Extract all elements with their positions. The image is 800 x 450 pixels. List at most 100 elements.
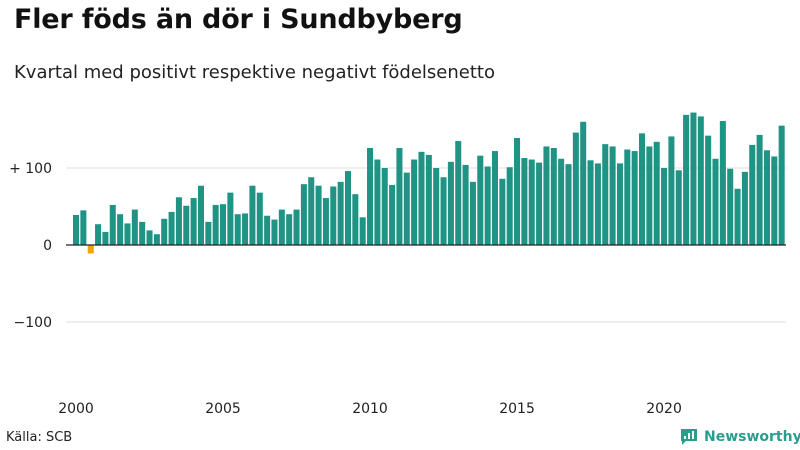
newsworthy-logo-icon xyxy=(681,429,697,445)
bar: 2010 K3: 100 xyxy=(381,168,388,245)
bar: 2000 K2: 45 xyxy=(80,210,87,245)
bar: 2020 K3: 97 xyxy=(675,170,682,245)
bar: 2023 K3: 123 xyxy=(763,150,770,245)
bar: 2005 K1: 53 xyxy=(220,204,227,245)
bar: 2002 K1: 46 xyxy=(131,209,138,245)
y-tick-label: 0 xyxy=(43,238,52,254)
x-tick-label: 2015 xyxy=(499,401,535,417)
bar: 2013 K2: 104 xyxy=(462,164,469,245)
bar: 2020 K2: 141 xyxy=(668,136,675,245)
bar: 2005 K3: 40 xyxy=(234,214,241,245)
bar: 2022 K4: 95 xyxy=(741,171,748,245)
bar: 2009 K4: 36 xyxy=(359,217,366,245)
bar: 2005 K2: 68 xyxy=(227,192,234,245)
chart-title: Fler föds än dör i Sundbyberg xyxy=(14,4,463,35)
bar: 2015 K3: 111 xyxy=(528,159,535,245)
bar: 2001 K1: 17 xyxy=(102,231,109,245)
bar: 2010 K2: 111 xyxy=(374,159,381,245)
bar: 2004 K4: 52 xyxy=(212,204,219,245)
bar: 2002 K2: 30 xyxy=(139,221,146,245)
bar: 2011 K3: 111 xyxy=(411,159,418,245)
bar: 2017 K4: 106 xyxy=(594,163,601,245)
bar: 2019 K3: 128 xyxy=(646,146,653,245)
bar: 2007 K2: 40 xyxy=(286,214,293,245)
bar: 2003 K1: 34 xyxy=(161,218,168,245)
bar: 2015 K1: 139 xyxy=(514,137,521,245)
bar: 2016 K1: 128 xyxy=(543,146,550,245)
bar: 2006 K2: 68 xyxy=(256,192,263,245)
bar: 2023 K1: 130 xyxy=(749,144,756,245)
bar: 2011 K1: 126 xyxy=(396,147,403,245)
y-tick-label: −100 xyxy=(14,315,52,331)
bar: 2016 K4: 105 xyxy=(565,164,572,245)
x-tick-label: 2020 xyxy=(646,401,682,417)
bar: 2014 K2: 122 xyxy=(491,151,499,245)
chart-subtitle: Kvartal med positivt respektive negativt… xyxy=(14,62,495,83)
bar: 2004 K2: 77 xyxy=(197,185,204,245)
bar: 2016 K2: 126 xyxy=(550,147,557,245)
y-axis-tick-labels: + 100 0 −100 xyxy=(9,161,52,331)
bar: 2014 K4: 101 xyxy=(506,167,513,245)
bar: 2001 K2: 52 xyxy=(109,204,116,245)
bar: 2012 K1: 117 xyxy=(425,154,432,245)
bar: 2012 K3: 88 xyxy=(440,177,447,245)
x-axis-tick-labels: 2000 2005 2010 2015 2020 xyxy=(58,401,682,417)
x-tick-label: 2000 xyxy=(58,401,94,417)
bar: 2012 K2: 100 xyxy=(433,168,440,245)
bar: 2020 K4: 169 xyxy=(683,114,690,246)
bar: 2017 K1: 146 xyxy=(572,132,579,245)
bar: 2007 K1: 46 xyxy=(278,209,285,245)
bar: 2018 K4: 124 xyxy=(624,149,631,245)
bar: 2018 K2: 128 xyxy=(609,146,616,245)
bar: 2006 K1: 77 xyxy=(249,185,256,245)
bar: 2003 K2: 43 xyxy=(168,211,175,245)
bar: 2005 K4: 41 xyxy=(242,213,249,245)
bar: 2021 K4: 112 xyxy=(712,158,719,245)
bar: 2000 K1: 39 xyxy=(73,214,80,245)
bar: 2002 K4: 14 xyxy=(153,234,160,245)
bar: 2006 K3: 38 xyxy=(264,215,271,245)
bar: 2010 K4: 78 xyxy=(389,184,396,245)
bar: 2001 K4: 28 xyxy=(124,223,131,245)
bar: 2018 K3: 106 xyxy=(616,163,623,245)
y-tick-label: + 100 xyxy=(9,161,52,177)
bar: 2020 K1: 100 xyxy=(661,168,668,245)
brand-logo: Newsworthy xyxy=(679,428,800,446)
bar: 2013 K3: 82 xyxy=(469,181,476,245)
bar: 2004 K3: 30 xyxy=(205,221,212,245)
bar: 2003 K4: 51 xyxy=(183,205,190,245)
bar: 2003 K3: 62 xyxy=(175,197,182,245)
bar: 2007 K3: 46 xyxy=(293,209,300,245)
bar: 2009 K2: 96 xyxy=(344,171,351,245)
bar: 2023 K2: 143 xyxy=(756,134,763,245)
bar: 2013 K4: 116 xyxy=(477,155,484,245)
bar: 2018 K1: 131 xyxy=(602,144,609,245)
bar: 2021 K2: 167 xyxy=(697,116,704,245)
bar: 2021 K1: 172 xyxy=(690,112,697,245)
source-note: Källa: SCB xyxy=(6,430,73,445)
bar: 2019 K2: 145 xyxy=(638,133,646,245)
bar: 2017 K3: 110 xyxy=(587,160,594,245)
bar: 2008 K4: 76 xyxy=(330,186,337,245)
bar: 2023 K4: 115 xyxy=(771,156,778,245)
bar: 2022 K2: 99 xyxy=(727,168,734,245)
bar: 2002 K3: 19 xyxy=(146,230,153,245)
bar: 2008 K1: 88 xyxy=(308,177,315,245)
bar: 2000 K3: -11 xyxy=(87,245,94,254)
bar: 2014 K3: 86 xyxy=(499,178,506,245)
bar: 2011 K2: 94 xyxy=(403,172,410,245)
bar: 2017 K2: 160 xyxy=(580,121,587,245)
bar: 2014 K1: 102 xyxy=(484,166,491,245)
bar: 2019 K4: 134 xyxy=(653,141,660,245)
bar: 2015 K2: 113 xyxy=(521,157,528,245)
bar: 2022 K3: 73 xyxy=(734,188,741,245)
bar: 2024 K1: 155 xyxy=(778,125,785,245)
bar: 2006 K4: 33 xyxy=(271,219,278,245)
bar: 2013 K1: 135 xyxy=(455,141,462,245)
bar: 2015 K4: 107 xyxy=(536,162,543,245)
bar: 2008 K2: 77 xyxy=(315,185,322,245)
bar: 2007 K4: 79 xyxy=(300,184,307,245)
bar: 2011 K4: 121 xyxy=(418,151,425,245)
bar: 2000 K4: 27 xyxy=(95,224,102,245)
